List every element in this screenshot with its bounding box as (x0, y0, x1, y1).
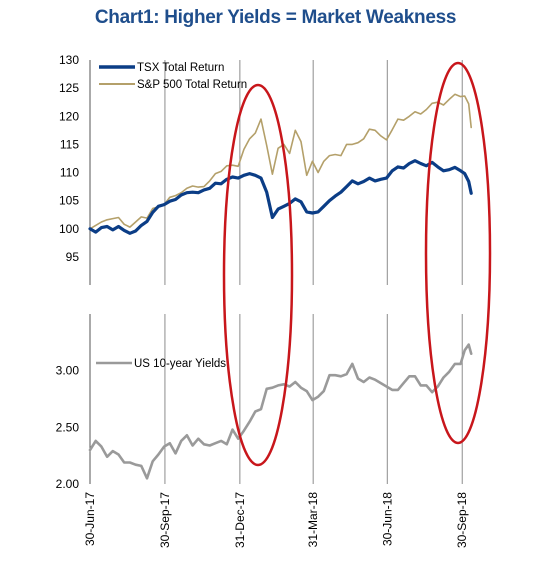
y-tick-top-110: 110 (60, 166, 79, 180)
series-line-us-10y (88, 343, 473, 480)
y-tick-top-130: 130 (59, 53, 79, 67)
series-line-tsx (88, 159, 473, 235)
y-tick-top-100: 100 (59, 222, 79, 236)
y-tick-bottom-2.00: 2.00 (56, 477, 80, 491)
axes: 130125120115110105100953.002.502.0030-Ju… (56, 53, 470, 548)
y-tick-top-120: 120 (59, 109, 79, 123)
y-tick-top-105: 105 (59, 194, 79, 208)
x-tick-30-Sep-18: 30-Sep-18 (455, 492, 469, 548)
gridlines (164, 60, 463, 484)
y-tick-bottom-2.50: 2.50 (56, 420, 80, 434)
chart-title: Chart1: Higher Yields = Market Weakness (94, 7, 457, 28)
x-tick-31-Mar-18: 31-Mar-18 (306, 492, 320, 548)
highlight-ellipse-oct-2018 (424, 61, 492, 445)
y-tick-top-95: 95 (66, 250, 80, 264)
x-tick-30-Sep-17: 30-Sep-17 (158, 492, 172, 548)
y-tick-bottom-3.00: 3.00 (56, 364, 80, 378)
legend-label-sp500: S&P 500 Total Return (137, 79, 247, 91)
x-tick-31-Dec-17: 31-Dec-17 (233, 492, 247, 548)
y-tick-top-115: 115 (60, 137, 79, 151)
highlight-ellipses (222, 61, 492, 467)
legends: TSX Total Return S&P 500 Total Return US 1… (96, 62, 247, 370)
legend-label-us-10y: US 10-year Yields (134, 358, 226, 370)
legend-label-tsx: TSX Total Return (137, 62, 224, 74)
x-tick-30-Jun-18: 30-Jun-18 (380, 492, 394, 546)
highlight-ellipse-early-2018 (222, 83, 294, 467)
y-tick-top-125: 125 (59, 81, 79, 95)
x-tick-30-Jun-17: 30-Jun-17 (83, 492, 97, 546)
